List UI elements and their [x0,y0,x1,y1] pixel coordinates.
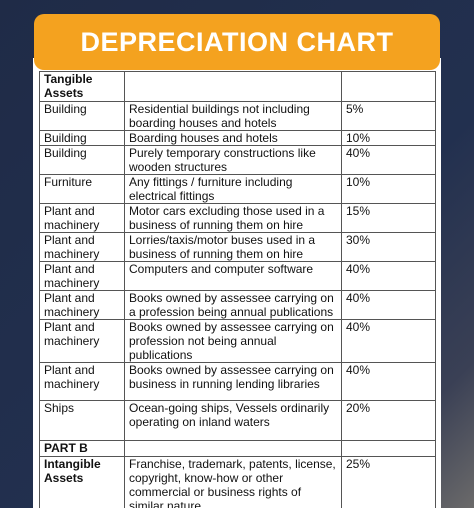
empty-cell [124,440,342,457]
table-row: Ships Ocean-going ships, Vessels ordinari… [39,400,436,441]
asset-type: Building [39,130,125,146]
table-row: Furniture Any fittings / furniture includ… [39,174,436,204]
asset-description: Any fittings / furniture including elect… [124,174,342,204]
depreciation-rate: 10% [341,174,436,204]
table-row: Plant and machinery Books owned by assess… [39,319,436,363]
depreciation-rate: 10% [341,130,436,146]
section-label: Tangible Assets [39,71,125,102]
asset-type: Plant and machinery [39,261,125,291]
table-row: Tangible Assets [39,71,436,102]
asset-type: Plant and machinery [39,362,125,401]
empty-cell [341,440,436,457]
asset-type: Plant and machinery [39,203,125,233]
asset-type: Plant and machinery [39,290,125,320]
depreciation-rate: 40% [341,362,436,401]
table-row: Building Residential buildings not includ… [39,101,436,131]
section-label: PART B [39,440,125,457]
asset-description: Ocean-going ships, Vessels ordinarily op… [124,400,342,441]
asset-description: Books owned by assessee carrying on busi… [124,362,342,401]
depreciation-rate: 20% [341,400,436,441]
asset-description: Lorries/taxis/motor buses used in a busi… [124,232,342,262]
table-row: Plant and machinery Motor cars excluding … [39,203,436,233]
depreciation-rate: 40% [341,261,436,291]
asset-description: Residential buildings not including boar… [124,101,342,131]
asset-description: Books owned by assessee carrying on a pr… [124,290,342,320]
asset-type: Plant and machinery [39,232,125,262]
asset-description: Computers and computer software [124,261,342,291]
asset-type: Ships [39,400,125,441]
table-row: Plant and machinery Computers and compute… [39,261,436,291]
table-row: Intangible Assets Franchise, trademark, p… [39,456,436,508]
asset-description: Motor cars excluding those used in a bus… [124,203,342,233]
table-row: Plant and machinery Books owned by assess… [39,290,436,320]
table-row: Building Purely temporary constructions l… [39,145,436,175]
asset-description: Books owned by assessee carrying on prof… [124,319,342,363]
depreciation-rate: 30% [341,232,436,262]
empty-cell [341,71,436,102]
table-row: PART B [39,440,436,457]
depreciation-rate: 5% [341,101,436,131]
depreciation-table: Tangible Assets Building Residential build… [39,71,436,508]
asset-description: Purely temporary constructions like wood… [124,145,342,175]
table-row: Building Boarding houses and hotels 10% [39,130,436,146]
asset-type: Furniture [39,174,125,204]
asset-type: Building [39,101,125,131]
depreciation-rate: 40% [341,319,436,363]
title-banner: DEPRECIATION CHART [34,14,440,70]
table-row: Plant and machinery Lorries/taxis/motor b… [39,232,436,262]
table-row: Plant and machinery Books owned by assess… [39,362,436,401]
depreciation-rate: 15% [341,203,436,233]
asset-type: Building [39,145,125,175]
asset-type: Plant and machinery [39,319,125,363]
asset-description: Boarding houses and hotels [124,130,342,146]
depreciation-rate: 40% [341,290,436,320]
asset-type: Intangible Assets [39,456,125,508]
depreciation-rate: 40% [341,145,436,175]
depreciation-rate: 25% [341,456,436,508]
asset-description: Franchise, trademark, patents, license, … [124,456,342,508]
empty-cell [124,71,342,102]
